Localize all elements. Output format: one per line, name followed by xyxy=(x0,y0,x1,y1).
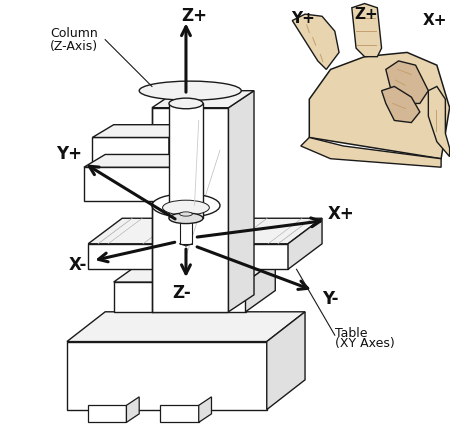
Polygon shape xyxy=(292,14,339,69)
Ellipse shape xyxy=(163,200,210,215)
Ellipse shape xyxy=(169,98,203,109)
Text: Z+: Z+ xyxy=(355,8,379,23)
Polygon shape xyxy=(67,342,267,410)
Polygon shape xyxy=(84,167,177,201)
Polygon shape xyxy=(310,52,450,159)
Polygon shape xyxy=(169,125,190,172)
Polygon shape xyxy=(88,218,322,244)
Polygon shape xyxy=(92,137,169,172)
Text: X+: X+ xyxy=(328,205,355,223)
Polygon shape xyxy=(127,397,139,422)
Polygon shape xyxy=(67,312,305,342)
Ellipse shape xyxy=(180,212,192,216)
Text: Table: Table xyxy=(335,327,367,339)
Polygon shape xyxy=(180,214,192,244)
Polygon shape xyxy=(177,155,199,201)
Polygon shape xyxy=(88,405,127,422)
Polygon shape xyxy=(152,108,228,312)
Polygon shape xyxy=(386,61,428,104)
Polygon shape xyxy=(428,86,450,157)
Polygon shape xyxy=(382,86,420,122)
Polygon shape xyxy=(161,405,199,422)
Ellipse shape xyxy=(169,213,203,223)
Polygon shape xyxy=(246,261,275,312)
Text: Y+: Y+ xyxy=(291,11,315,26)
Text: Z+: Z+ xyxy=(182,7,208,25)
Polygon shape xyxy=(114,261,275,282)
Text: Column: Column xyxy=(50,27,98,40)
Text: X-: X- xyxy=(68,256,87,274)
Polygon shape xyxy=(169,104,203,218)
Polygon shape xyxy=(114,282,246,312)
Polygon shape xyxy=(152,91,254,108)
Polygon shape xyxy=(352,3,382,56)
Polygon shape xyxy=(267,312,305,410)
Text: Y+: Y+ xyxy=(56,146,82,163)
Text: (XY Axes): (XY Axes) xyxy=(335,337,394,350)
Polygon shape xyxy=(301,137,441,167)
Polygon shape xyxy=(288,218,322,269)
Polygon shape xyxy=(88,244,288,269)
Polygon shape xyxy=(199,397,211,422)
Polygon shape xyxy=(92,125,190,137)
Ellipse shape xyxy=(139,81,241,100)
Polygon shape xyxy=(84,155,199,167)
Polygon shape xyxy=(228,91,254,312)
Text: Z-: Z- xyxy=(173,284,191,302)
Text: X+: X+ xyxy=(422,13,447,28)
Text: (Z-Axis): (Z-Axis) xyxy=(50,39,98,53)
Text: Y-: Y- xyxy=(322,290,339,308)
Ellipse shape xyxy=(152,194,220,217)
